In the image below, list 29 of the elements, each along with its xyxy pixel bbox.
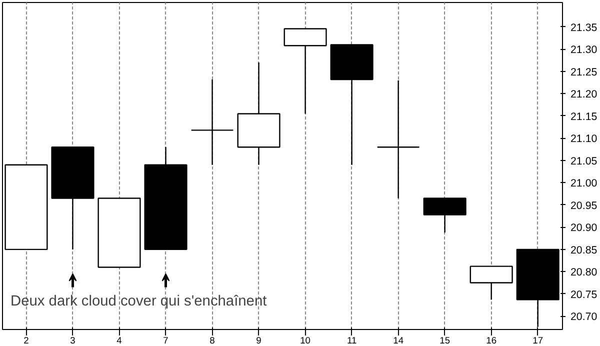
x-tick-label: 10	[300, 336, 310, 346]
x-tick-label: 14	[393, 336, 404, 346]
candlestick	[190, 78, 234, 166]
x-tick-label: 8	[210, 336, 215, 346]
x-tick-label: 4	[116, 336, 122, 346]
y-tick-label: 21.05	[570, 155, 598, 168]
y-tick-label: 20.75	[570, 288, 598, 301]
x-tick-label: 2	[24, 336, 29, 346]
x-tick-label: 11	[346, 336, 357, 346]
annotation: Deux dark cloud cover qui s'enchaînent	[10, 294, 267, 310]
y-tick-label: 20.70	[570, 311, 598, 324]
y-tick-label: 20.85	[570, 244, 598, 256]
x-tick-label: 15	[440, 336, 450, 346]
candlestick	[376, 80, 420, 199]
x-tick-label: 17	[532, 336, 544, 346]
y-tick-label: 21.10	[570, 133, 598, 146]
y-tick-label: 21.25	[570, 66, 598, 78]
y-tick-label: 21.35	[570, 22, 598, 34]
x-tick-label: 9	[256, 336, 262, 346]
y-tick-label: 21.00	[570, 178, 598, 190]
y-tick-label: 21.15	[570, 110, 598, 123]
y-tick-label: 21.20	[570, 88, 598, 101]
y-tick-label: 20.90	[570, 222, 598, 234]
x-tick-label: 7	[163, 336, 168, 346]
x-tick-label: 16	[486, 336, 497, 346]
x-tick-label: 3	[70, 336, 76, 346]
y-tick-label: 20.95	[570, 200, 598, 212]
y-tick-label: 20.80	[570, 266, 598, 279]
y-tick-label: 21.30	[570, 44, 598, 56]
